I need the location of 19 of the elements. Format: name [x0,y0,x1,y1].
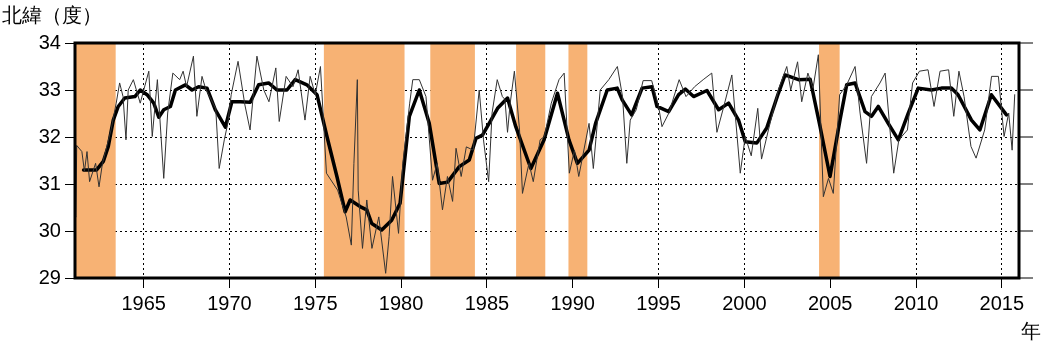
y-tick-label: 32 [38,124,61,147]
x-tick-label: 2005 [807,291,853,314]
y-tick-label: 29 [38,265,61,288]
y-tick-label: 30 [38,218,61,241]
x-tick-label: 1990 [550,291,595,314]
x-tick-label: 2015 [979,291,1025,314]
x-tick-label: 1995 [636,291,681,314]
x-tick-label: 2010 [893,291,939,314]
y-tick-label: 34 [38,30,61,53]
x-tick-label: 1965 [121,291,166,314]
y-tick-label: 33 [38,77,61,100]
x-tick-label: 1975 [293,291,338,314]
y-tick-label: 31 [38,171,61,194]
x-tick-label: 1980 [378,291,424,314]
x-tick-label: 1970 [207,291,252,314]
y-axis-title: 北緯（度） [2,3,102,28]
x-tick-label: 2000 [722,291,767,314]
x-tick-label: 1985 [464,291,510,314]
x-axis-title: 年 [1021,319,1041,344]
